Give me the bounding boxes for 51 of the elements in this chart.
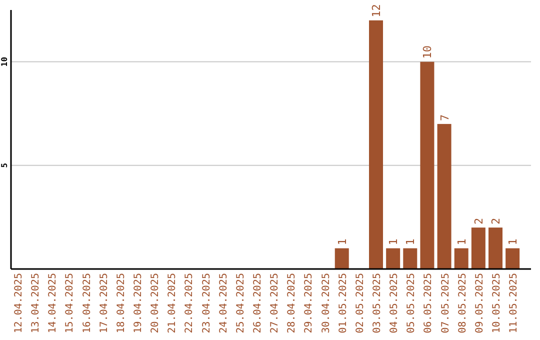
data-label: 10 (421, 46, 434, 59)
x-tick-label: 09.05.2025 (474, 273, 486, 334)
x-tick-label: 14.04.2025 (48, 273, 59, 334)
x-tick-label: 20.04.2025 (150, 273, 162, 334)
bar (471, 228, 486, 269)
bar (334, 248, 349, 269)
bar (386, 248, 400, 269)
x-tick-label: 13.04.2025 (30, 273, 42, 334)
x-tick-label: 25.04.2025 (235, 273, 246, 334)
x-tick-label: 15.04.2025 (64, 273, 76, 334)
x-tick-label: 06.05.2025 (423, 273, 434, 334)
bar (403, 248, 418, 269)
x-tick-label: 07.05.2025 (440, 273, 452, 334)
x-tick-label: 11.05.2025 (508, 273, 520, 334)
x-tick-label: 21.04.2025 (167, 273, 178, 334)
data-label: 2 (489, 218, 502, 225)
x-tick-label: 30.04.2025 (320, 273, 332, 334)
data-label: 1 (336, 238, 349, 246)
data-label: 1 (455, 238, 468, 246)
x-tick-label: 17.04.2025 (98, 273, 110, 334)
x-tick-label: 28.04.2025 (286, 273, 298, 334)
data-label: 2 (472, 218, 486, 225)
data-label: 1 (387, 238, 400, 246)
x-tick-label: 01.05.2025 (338, 273, 349, 334)
x-tick-label: 08.05.2025 (457, 273, 468, 334)
bar (506, 248, 520, 269)
data-label: 12 (370, 4, 384, 18)
x-tick-label: 18.04.2025 (116, 273, 127, 334)
x-tick-label: 23.04.2025 (201, 273, 212, 334)
bar (488, 228, 502, 269)
x-tick-label: 24.04.2025 (218, 273, 230, 334)
x-tick-label: 03.05.2025 (372, 273, 384, 334)
bar (369, 20, 384, 269)
x-tick-label: 26.04.2025 (252, 273, 264, 334)
data-label: 1 (506, 238, 520, 246)
x-tick-label: 12.04.2025 (14, 273, 25, 334)
x-tick-label: 10.05.2025 (491, 273, 502, 334)
x-tick-label: 02.05.2025 (354, 273, 366, 334)
data-label: 1 (404, 238, 418, 246)
y-tick-label: 5 (0, 162, 9, 168)
x-tick-label: 19.04.2025 (133, 273, 144, 334)
data-label: 7 (438, 114, 452, 121)
bar (454, 248, 468, 269)
x-tick-label: 27.04.2025 (270, 273, 281, 334)
x-tick-label: 29.04.2025 (304, 273, 315, 334)
x-tick-label: 16.04.2025 (82, 273, 93, 334)
x-tick-label: 05.05.2025 (406, 273, 418, 334)
bar (420, 62, 434, 269)
x-tick-label: 04.05.2025 (389, 273, 400, 334)
x-tick-label: 22.04.2025 (184, 273, 196, 334)
bar (437, 124, 452, 269)
